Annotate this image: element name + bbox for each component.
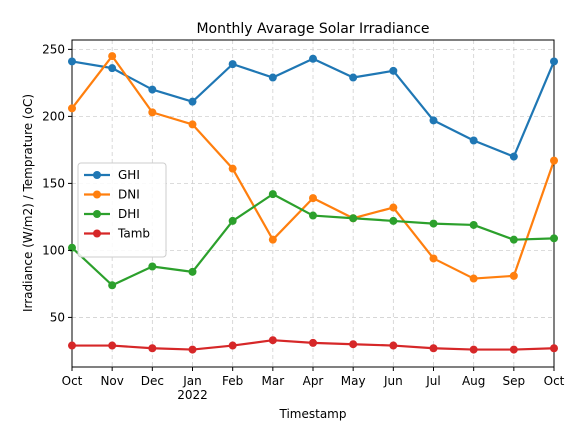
legend-marker-dni (93, 190, 101, 199)
x-tick-label: Aug (462, 374, 485, 388)
data-point-dni (268, 235, 277, 244)
data-point-dhi (389, 216, 398, 225)
data-point-dni (108, 52, 117, 61)
legend-marker-tamb (93, 229, 101, 238)
legend-item-dhi: DHI (84, 207, 140, 221)
data-point-dni (228, 164, 237, 173)
data-point-ghi (188, 97, 197, 106)
x-tick-label: May (341, 374, 366, 388)
data-point-ghi (389, 66, 398, 75)
legend-marker-ghi (93, 171, 101, 179)
x-tick-label: Oct (62, 374, 83, 388)
y-tick-label: 150 (42, 176, 65, 190)
legend: GHI DNI DHI Tamb (77, 162, 167, 258)
data-point-dhi (228, 216, 237, 225)
data-point-dhi (309, 211, 317, 220)
legend-item-dni: DNI (84, 188, 140, 202)
data-point-tamb (509, 345, 518, 354)
data-point-dhi (148, 262, 157, 271)
y-tick-label: 250 (42, 42, 65, 56)
data-point-ghi (68, 57, 76, 66)
data-point-ghi (108, 64, 117, 73)
data-point-tamb (228, 341, 237, 350)
data-point-ghi (509, 152, 518, 161)
data-point-dni (429, 254, 438, 263)
x-axis-label: Timestamp (279, 407, 347, 421)
x-tick-label: Mar (262, 374, 285, 388)
series-tamb (68, 336, 558, 354)
data-point-tamb (188, 345, 197, 354)
series-layer (68, 52, 558, 354)
data-point-dni (389, 203, 398, 212)
data-point-ghi (349, 73, 358, 82)
data-point-dni (550, 156, 558, 165)
legend-label-dni: DNI (118, 188, 140, 202)
series-ghi (68, 54, 558, 161)
x-tick-label: Dec (141, 374, 164, 388)
data-point-tamb (108, 341, 117, 350)
legend-label-tamb: Tamb (117, 227, 150, 241)
data-point-tamb (148, 344, 157, 353)
data-point-tamb (309, 338, 317, 347)
data-point-dhi (469, 220, 478, 229)
data-point-tamb (349, 340, 358, 349)
series-dhi (68, 190, 558, 290)
x-tick-label: Jul (425, 374, 440, 388)
data-point-tamb (389, 341, 398, 350)
data-point-tamb (469, 345, 478, 354)
data-point-dhi (268, 190, 277, 199)
data-point-dni (509, 271, 518, 280)
data-point-dhi (68, 243, 76, 252)
data-point-dhi (429, 219, 438, 228)
data-point-ghi (309, 54, 317, 63)
legend-label-ghi: GHI (118, 168, 140, 182)
data-point-dni (469, 274, 478, 283)
data-point-ghi (228, 60, 237, 69)
data-point-ghi (268, 73, 277, 82)
x-tick-label: Jun (383, 374, 403, 388)
legend-item-ghi: GHI (84, 168, 140, 182)
y-axis-label: Irradiance (W/m2) / Temprature (oC) (21, 94, 35, 312)
data-point-dni (188, 120, 197, 129)
chart-title: Monthly Avarage Solar Irradiance (196, 21, 429, 37)
data-point-ghi (429, 116, 438, 125)
data-point-dhi (509, 235, 518, 244)
legend-label-dhi: DHI (118, 207, 140, 221)
data-point-dhi (349, 214, 358, 223)
y-tick-label: 50 (50, 310, 65, 324)
data-point-dni (148, 108, 157, 117)
data-point-dhi (188, 267, 197, 276)
x-axis: Oct Nov Dec Jan Feb Mar Apr May Jun Jul Aug Sep Oct 2… (62, 367, 565, 402)
data-point-ghi (148, 85, 157, 94)
x-tick-label: Jan (182, 374, 202, 388)
y-axis: 50 100 150 200 250 (42, 42, 72, 324)
x-year-label: 2022 (177, 388, 208, 402)
y-tick-label: 200 (42, 109, 65, 123)
legend-item-tamb: Tamb (84, 227, 150, 241)
data-point-dhi (550, 234, 558, 243)
data-point-ghi (469, 136, 478, 145)
x-tick-label: Oct (544, 374, 565, 388)
x-tick-label: Nov (100, 374, 123, 388)
data-point-ghi (550, 57, 558, 66)
x-tick-label: Feb (222, 374, 243, 388)
legend-marker-dhi (93, 210, 101, 218)
y-tick-label: 100 (42, 243, 65, 257)
x-tick-label: Sep (503, 374, 526, 388)
data-point-tamb (550, 344, 558, 353)
data-point-dni (68, 104, 76, 113)
x-tick-label: Apr (303, 374, 324, 388)
data-point-dhi (108, 281, 117, 290)
data-point-tamb (68, 341, 76, 350)
data-point-dni (309, 194, 317, 203)
data-point-tamb (268, 336, 277, 345)
data-point-tamb (429, 344, 438, 353)
